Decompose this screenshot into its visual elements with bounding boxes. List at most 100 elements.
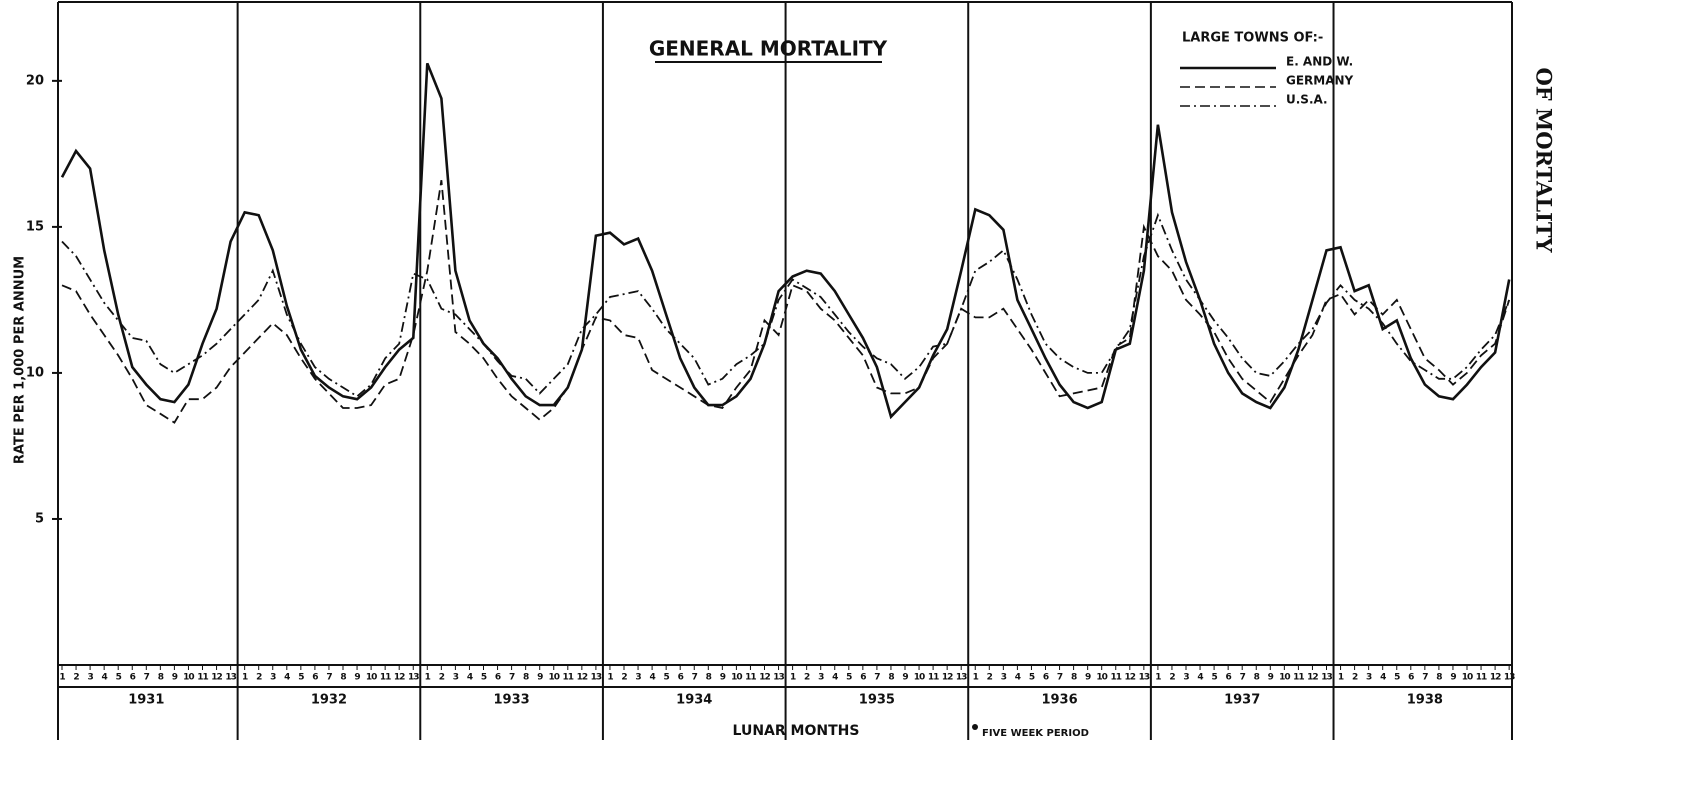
x-tick-label: 8	[158, 673, 164, 683]
x-tick-label: 3	[818, 673, 824, 683]
x-tick-label: 12	[577, 673, 588, 683]
x-tick-label: 11	[1110, 673, 1121, 683]
x-tick-label: 12	[1307, 673, 1318, 683]
x-tick-label: 2	[439, 673, 445, 683]
x-tick-label: 7	[692, 673, 698, 683]
x-tick-label: 8	[706, 673, 712, 683]
x-tick-label: 6	[1408, 673, 1414, 683]
x-tick-label: 6	[130, 673, 136, 683]
x-tick-label: 8	[1436, 673, 1442, 683]
x-tick-label: 5	[298, 673, 304, 683]
x-tick-label: 4	[1015, 673, 1021, 683]
x-tick-label: 5	[1029, 673, 1035, 683]
x-tick-label: 4	[1197, 673, 1203, 683]
legend-title: LARGE TOWNS OF:-	[1182, 31, 1323, 46]
x-tick-label: 10	[548, 673, 559, 683]
x-tick-label: 3	[1366, 673, 1372, 683]
y-axis-label: RATE PER 1,000 PER ANNUM	[13, 256, 28, 464]
x-tick-label: 13	[956, 673, 967, 683]
x-tick-label: 8	[1254, 673, 1260, 683]
x-tick-label: 1	[607, 673, 613, 683]
x-tick-label: 8	[1071, 673, 1077, 683]
x-tick-label: 9	[720, 673, 726, 683]
x-tick-label: 13	[225, 673, 236, 683]
year-label: 1934	[676, 693, 712, 708]
x-tick-label: 12	[1490, 673, 1501, 683]
legend-label: GERMANY	[1286, 74, 1354, 88]
x-tick-label: 12	[942, 673, 953, 683]
x-tick-label: 8	[888, 673, 894, 683]
year-label: 1935	[859, 693, 895, 708]
series-line	[61, 180, 1511, 424]
x-tick-label: 10	[366, 673, 377, 683]
x-tick-label: 3	[270, 673, 276, 683]
x-tick-label: 9	[1450, 673, 1456, 683]
x-tick-label: 9	[172, 673, 178, 683]
year-label: 1931	[128, 693, 164, 708]
x-tick-label: 8	[340, 673, 346, 683]
x-tick-label: 9	[902, 673, 908, 683]
x-tick-label: 3	[1001, 673, 1007, 683]
x-tick-label: 13	[1504, 673, 1515, 683]
x-tick-label: 5	[664, 673, 670, 683]
x-tick-label: 4	[102, 673, 108, 683]
x-tick-label: 12	[394, 673, 405, 683]
x-tick-label: 13	[591, 673, 602, 683]
x-tick-label: 13	[773, 673, 784, 683]
y-tick-label: 10	[26, 365, 44, 380]
x-tick-label: 13	[1321, 673, 1332, 683]
x-tick-label: 10	[1096, 673, 1107, 683]
x-tick-label: 11	[928, 673, 939, 683]
x-tick-label: 1	[242, 673, 248, 683]
x-tick-label: 6	[495, 673, 501, 683]
x-tick-label: 7	[874, 673, 880, 683]
x-tick-label: 1	[425, 673, 431, 683]
x-tick-label: 6	[1043, 673, 1049, 683]
x-tick-label: 6	[312, 673, 318, 683]
x-axis-label: LUNAR MONTHS	[733, 723, 860, 739]
x-tick-label: 11	[380, 673, 391, 683]
x-tick-label: 5	[1211, 673, 1217, 683]
legend-label: E. AND W.	[1286, 55, 1353, 69]
x-tick-label: 12	[759, 673, 770, 683]
x-tick-label: 1	[1338, 673, 1344, 683]
y-tick-label: 5	[35, 511, 44, 526]
x-tick-label: 6	[860, 673, 866, 683]
x-tick-label: 9	[1268, 673, 1274, 683]
x-tick-label: 2	[1169, 673, 1175, 683]
x-tick-label: 11	[1293, 673, 1304, 683]
x-tick-label: 2	[621, 673, 627, 683]
x-tick-label: 7	[1057, 673, 1063, 683]
x-tick-label: 11	[563, 673, 574, 683]
x-tick-label: 13	[1139, 673, 1150, 683]
x-tick-label: 9	[1085, 673, 1091, 683]
x-tick-label: 5	[1394, 673, 1400, 683]
x-tick-label: 2	[804, 673, 810, 683]
year-label: 1937	[1224, 693, 1260, 708]
x-tick-label: 7	[326, 673, 332, 683]
x-tick-label: 3	[87, 673, 93, 683]
x-tick-label: 4	[832, 673, 838, 683]
x-tick-label: 6	[678, 673, 684, 683]
x-tick-label: 1	[59, 673, 65, 683]
x-tick-label: 12	[211, 673, 222, 683]
y-tick-label: 20	[26, 73, 44, 88]
note-marker	[972, 724, 978, 730]
x-tick-label: 4	[649, 673, 655, 683]
x-tick-label: 5	[846, 673, 852, 683]
x-tick-label: 1	[790, 673, 796, 683]
y-tick-label: 15	[26, 219, 44, 234]
x-tick-label: 5	[481, 673, 487, 683]
x-tick-label: 10	[183, 673, 194, 683]
x-tick-label: 10	[1462, 673, 1473, 683]
x-tick-label: 7	[1240, 673, 1246, 683]
year-label: 1932	[311, 693, 347, 708]
series-line	[60, 62, 1511, 420]
year-label: 1938	[1407, 693, 1443, 708]
x-tick-label: 12	[1125, 673, 1136, 683]
x-tick-label: 7	[144, 673, 150, 683]
x-tick-label: 10	[914, 673, 925, 683]
x-tick-label: 2	[987, 673, 993, 683]
x-tick-label: 5	[116, 673, 122, 683]
